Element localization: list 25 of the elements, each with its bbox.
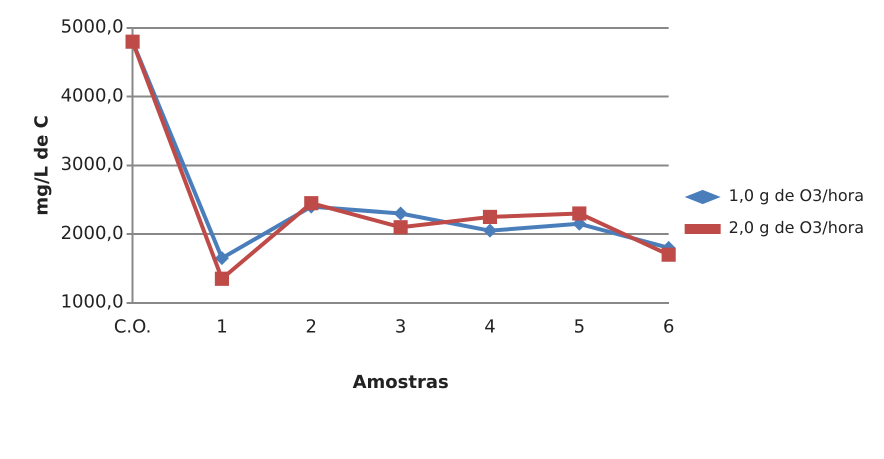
x-tick-label: 5 [574,316,586,338]
y-axis-title: mg/L de C [31,115,52,216]
y-tick-label: 4000,0 [60,85,124,106]
point [394,220,408,234]
x-tick-label: 4 [484,316,496,338]
x-tick-label: 6 [662,316,674,338]
x-tick-label: 1 [216,316,228,338]
y-tick-label: 3000,0 [60,154,124,176]
point [572,206,586,221]
legend-label: 1,0 g de O3/hora [728,186,864,206]
point [394,206,408,220]
point [304,196,318,210]
y-tick-label: 2000,0 [60,222,124,244]
point [214,251,229,266]
point [482,210,498,224]
x-axis-title: Amostras [352,372,449,393]
y-tick-label: 5000,0 [60,16,124,38]
point [214,272,229,286]
point [662,248,676,262]
x-tick-label: 3 [394,316,406,338]
y-tick-label: 1000,0 [60,291,124,312]
legend-label: 2,0 g de O3/hora [728,218,864,238]
point [482,224,497,238]
x-tick-label: 2 [306,316,318,338]
x-tick-label: C.O. [114,316,152,338]
